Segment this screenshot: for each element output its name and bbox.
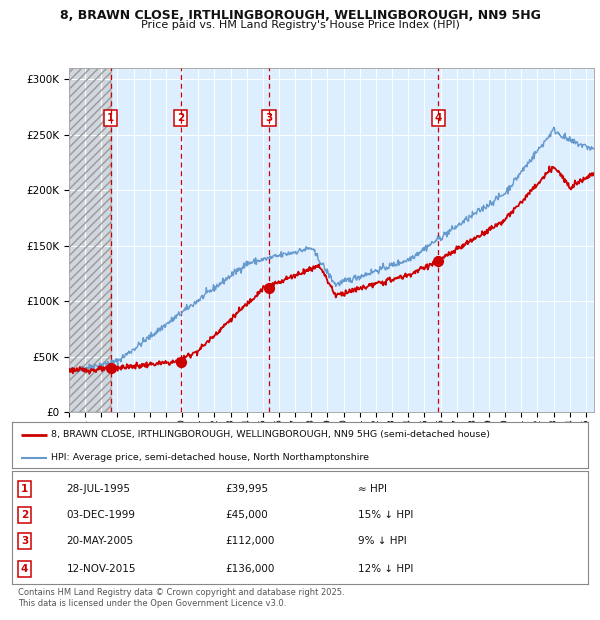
Text: £39,995: £39,995	[225, 484, 268, 494]
Bar	[69, 68, 110, 412]
Point	[176, 357, 185, 367]
Text: 3: 3	[21, 536, 28, 546]
Point	[264, 283, 274, 293]
Text: 1: 1	[21, 484, 28, 494]
Text: £136,000: £136,000	[225, 564, 274, 574]
Text: ≈ HPI: ≈ HPI	[358, 484, 386, 494]
Text: 3: 3	[265, 113, 272, 123]
Text: 2: 2	[21, 510, 28, 520]
Text: 9% ↓ HPI: 9% ↓ HPI	[358, 536, 406, 546]
Text: £45,000: £45,000	[225, 510, 268, 520]
Point	[434, 257, 443, 267]
Text: 4: 4	[21, 564, 28, 574]
Text: Price paid vs. HM Land Registry's House Price Index (HPI): Price paid vs. HM Land Registry's House …	[140, 20, 460, 30]
Text: 4: 4	[435, 113, 442, 123]
Text: 2: 2	[177, 113, 184, 123]
Text: £112,000: £112,000	[225, 536, 274, 546]
Text: Contains HM Land Registry data © Crown copyright and database right 2025.: Contains HM Land Registry data © Crown c…	[18, 588, 344, 597]
Text: 8, BRAWN CLOSE, IRTHLINGBOROUGH, WELLINGBOROUGH, NN9 5HG: 8, BRAWN CLOSE, IRTHLINGBOROUGH, WELLING…	[59, 9, 541, 22]
Text: 28-JUL-1995: 28-JUL-1995	[67, 484, 131, 494]
Text: 8, BRAWN CLOSE, IRTHLINGBOROUGH, WELLINGBOROUGH, NN9 5HG (semi-detached house): 8, BRAWN CLOSE, IRTHLINGBOROUGH, WELLING…	[51, 430, 490, 439]
Text: This data is licensed under the Open Government Licence v3.0.: This data is licensed under the Open Gov…	[18, 599, 286, 608]
Point	[106, 363, 115, 373]
Text: 12% ↓ HPI: 12% ↓ HPI	[358, 564, 413, 574]
Text: 20-MAY-2005: 20-MAY-2005	[67, 536, 134, 546]
Text: 12-NOV-2015: 12-NOV-2015	[67, 564, 136, 574]
Text: HPI: Average price, semi-detached house, North Northamptonshire: HPI: Average price, semi-detached house,…	[51, 453, 369, 463]
Text: 15% ↓ HPI: 15% ↓ HPI	[358, 510, 413, 520]
Text: 03-DEC-1999: 03-DEC-1999	[67, 510, 136, 520]
Bar	[69, 68, 110, 412]
Text: 1: 1	[107, 113, 114, 123]
